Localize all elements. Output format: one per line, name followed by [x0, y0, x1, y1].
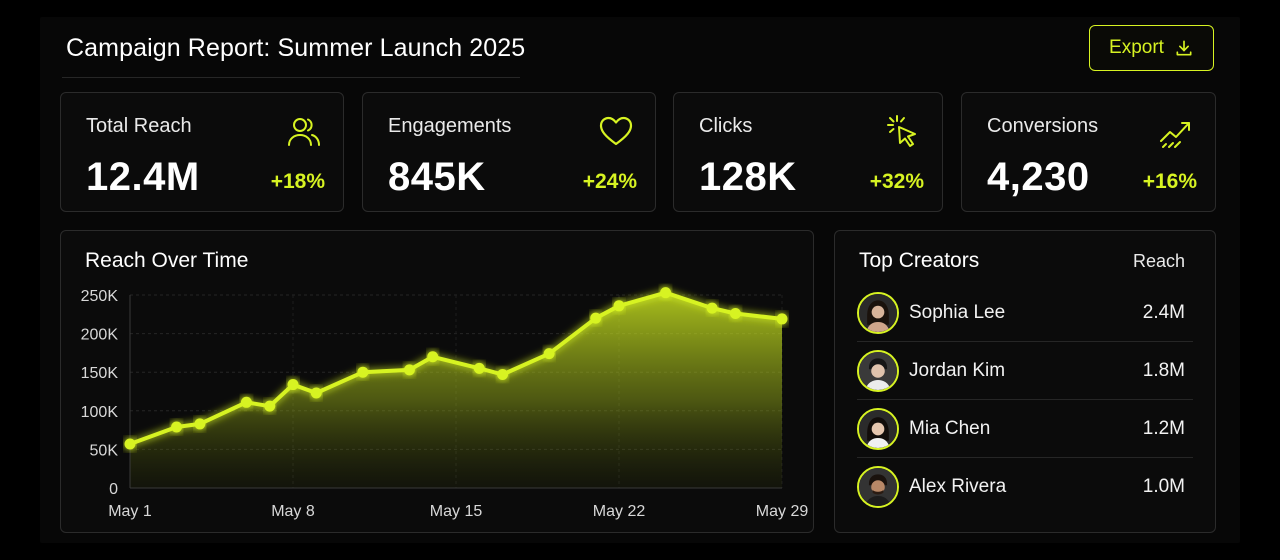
reach-area-fill [130, 292, 782, 488]
x-tick-label: May 22 [593, 503, 646, 520]
data-point[interactable] [124, 438, 136, 450]
kpi-card-clicks: Clicks 128K +32% [673, 92, 943, 212]
kpi-label: Total Reach [86, 115, 192, 137]
data-point[interactable] [264, 400, 276, 412]
data-point[interactable] [194, 418, 206, 430]
y-tick-label: 100K [81, 404, 119, 421]
row-divider [857, 399, 1193, 400]
kpi-delta: +16% [1142, 170, 1197, 193]
data-point[interactable] [287, 379, 299, 391]
data-point[interactable] [473, 362, 485, 374]
reach-over-time-chart: 0 50K 100K 150K 200K 250K May 1 May 8 May 15 May … [81, 287, 809, 520]
x-tick-label: May 15 [430, 503, 483, 520]
download-icon [1176, 40, 1192, 56]
y-tick-label: 50K [90, 442, 119, 459]
kpi-card-engagements: Engagements 845K +24% [362, 92, 656, 212]
kpi-label: Conversions [987, 115, 1099, 137]
cursor-click-icon [887, 115, 916, 147]
kpi-delta: +24% [582, 170, 637, 193]
y-tick-label: 0 [109, 481, 118, 498]
creator-row[interactable]: Mia Chen 1.2M [857, 400, 1193, 458]
data-point[interactable] [310, 387, 322, 399]
kpi-card-conversions: Conversions 4,230 +16% [961, 92, 1216, 212]
kpi-value: 845K [388, 155, 486, 199]
kpi-value: 12.4M [86, 155, 200, 199]
avatar [857, 350, 899, 392]
data-point[interactable] [357, 366, 369, 378]
creator-row[interactable]: Sophia Lee 2.4M [857, 284, 1193, 342]
data-point[interactable] [543, 348, 555, 360]
avatar [857, 292, 899, 334]
data-point[interactable] [240, 396, 252, 408]
kpi-delta: +18% [270, 170, 325, 193]
creator-reach: 1.2M [1142, 418, 1185, 439]
creator-reach: 1.0M [1142, 476, 1185, 497]
data-point[interactable] [706, 302, 718, 314]
export-button[interactable]: Export [1089, 25, 1214, 71]
data-point[interactable] [497, 369, 509, 381]
reach-column-header: Reach [1132, 251, 1185, 271]
data-point[interactable] [613, 300, 625, 312]
users-icon [288, 118, 320, 146]
y-tick-label: 150K [81, 365, 119, 382]
data-point[interactable] [590, 312, 602, 324]
kpi-value: 128K [699, 155, 797, 199]
top-creators-panel: Top Creators Reach Sophia Lee 2.4M Jorda… [834, 230, 1216, 533]
row-divider [857, 341, 1193, 342]
y-tick-label: 200K [81, 327, 119, 344]
kpi-label: Engagements [388, 115, 512, 137]
creator-reach: 2.4M [1142, 302, 1185, 323]
creator-row[interactable]: Jordan Kim 1.8M [857, 342, 1193, 400]
x-tick-label: May 1 [108, 503, 152, 520]
trend-up-icon [1160, 122, 1190, 148]
avatar [857, 408, 899, 450]
page-title: Campaign Report: Summer Launch 2025 [66, 34, 526, 62]
export-label: Export [1109, 37, 1164, 58]
data-point[interactable] [776, 313, 788, 325]
kpi-value: 4,230 [987, 155, 1090, 199]
heart-icon [599, 116, 633, 146]
kpi-label: Clicks [699, 115, 753, 137]
creator-name: Sophia Lee [909, 302, 1006, 323]
x-tick-label: May 8 [271, 503, 315, 520]
kpi-delta: +32% [869, 170, 924, 193]
x-tick-label: May 29 [756, 503, 809, 520]
data-point[interactable] [403, 364, 415, 376]
data-point[interactable] [427, 351, 439, 363]
kpi-card-total-reach: Total Reach 12.4M +18% [60, 92, 344, 212]
creator-row[interactable]: Alex Rivera 1.0M [857, 458, 1193, 516]
avatar [857, 466, 899, 508]
y-tick-label: 250K [81, 288, 119, 305]
row-divider [857, 457, 1193, 458]
title-divider [62, 77, 520, 78]
data-point[interactable] [729, 308, 741, 320]
creator-name: Mia Chen [909, 418, 991, 439]
data-point[interactable] [660, 287, 672, 299]
data-point[interactable] [171, 421, 183, 433]
creator-name: Jordan Kim [909, 360, 1006, 381]
creator-reach: 1.8M [1142, 360, 1185, 381]
top-creators-title: Top Creators [859, 249, 980, 272]
creator-name: Alex Rivera [909, 476, 1007, 497]
chart-title: Reach Over Time [85, 249, 249, 272]
